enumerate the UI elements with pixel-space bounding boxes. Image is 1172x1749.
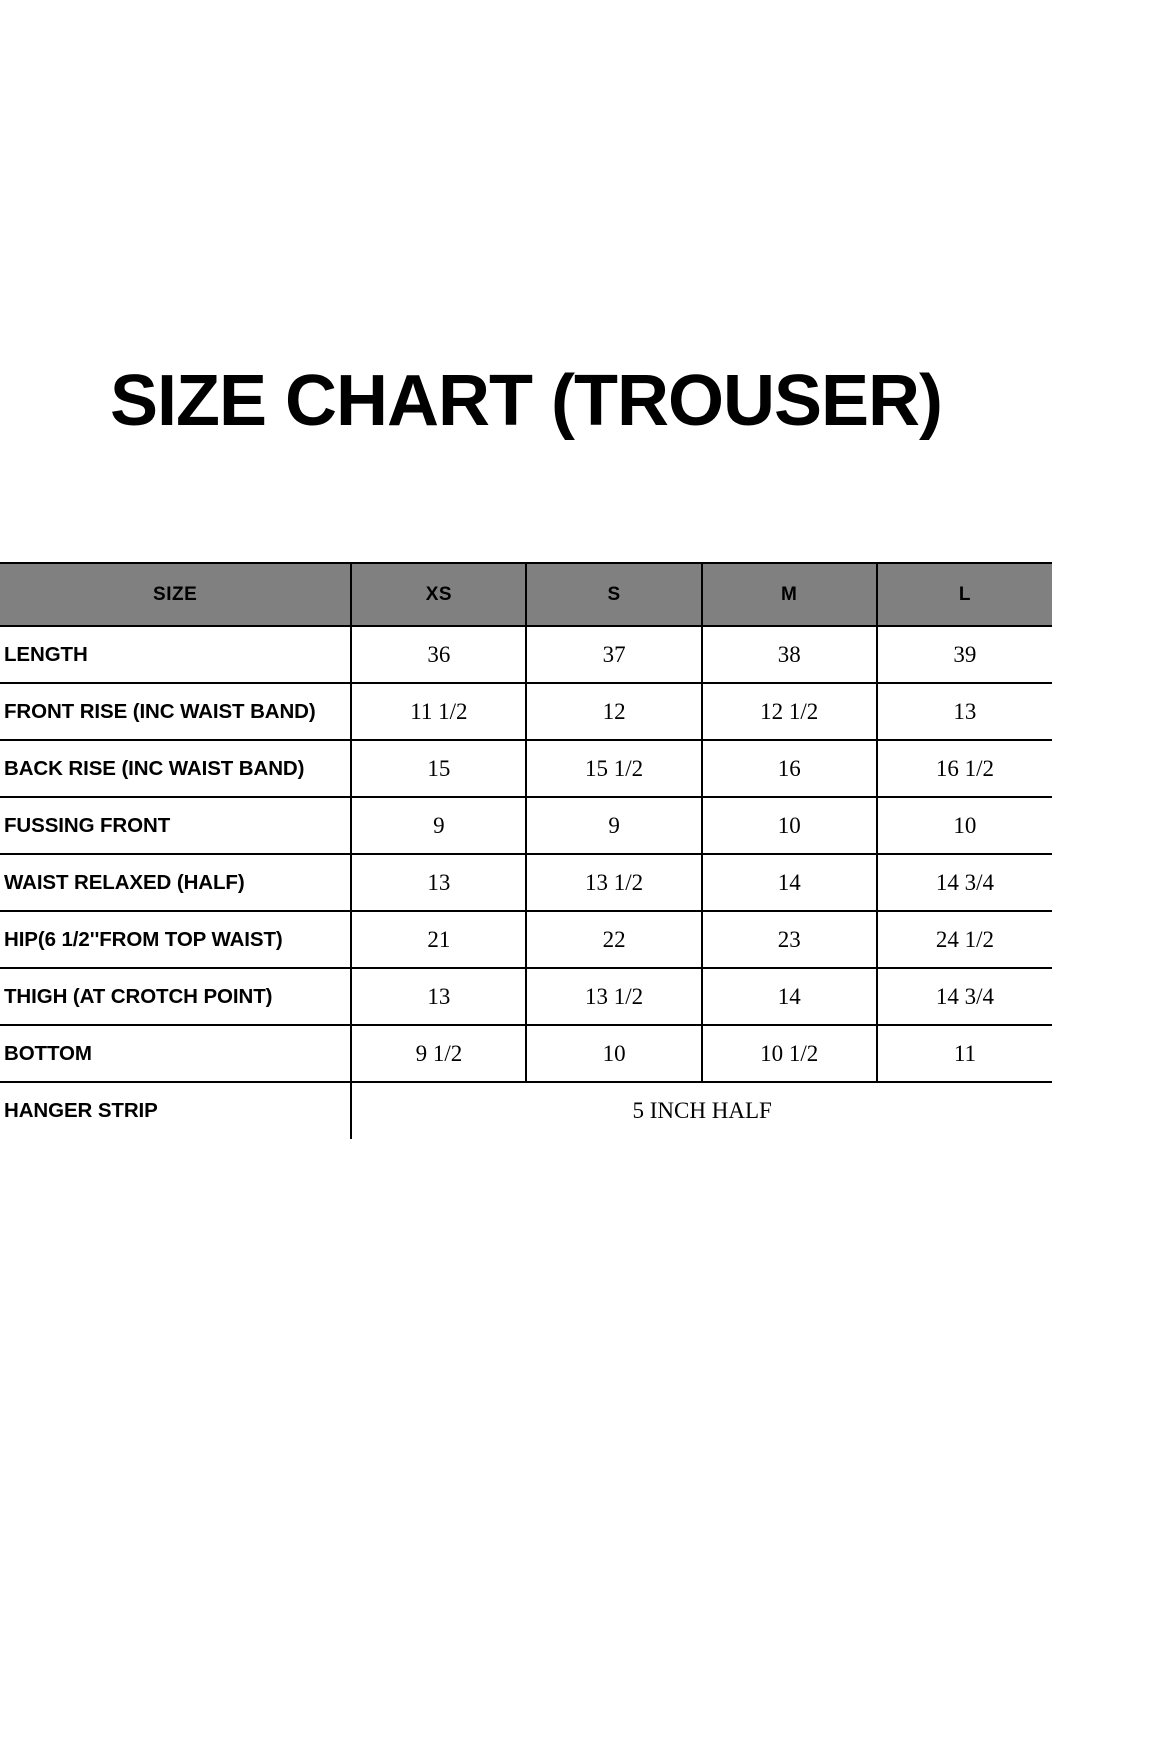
table-row: FUSSING FRONT 9 9 10 10 — [0, 796, 1052, 855]
cell-front-rise-l: 13 — [875, 682, 1052, 741]
cell-bottom-s: 10 — [525, 1024, 703, 1083]
table-row: BACK RISE (INC WAIST BAND) 15 15 1/2 16 … — [0, 739, 1052, 798]
cell-thigh-s: 13 1/2 — [525, 967, 703, 1026]
row-label-hanger-strip: HANGER STRIP — [0, 1081, 353, 1139]
cell-hip-l: 24 1/2 — [875, 910, 1052, 969]
row-label-hip: HIP(6 1/2''FROM TOP WAIST) — [0, 910, 353, 969]
cell-hip-xs: 21 — [350, 910, 528, 969]
cell-back-rise-s: 15 1/2 — [525, 739, 703, 798]
cell-waist-relaxed-m: 14 — [700, 853, 878, 912]
column-header-size: SIZE — [0, 562, 353, 627]
cell-length-s: 37 — [525, 625, 703, 684]
table-row: THIGH (AT CROTCH POINT) 13 13 1/2 14 14 … — [0, 967, 1052, 1026]
row-label-length: LENGTH — [0, 625, 353, 684]
table-row: WAIST RELAXED (HALF) 13 13 1/2 14 14 3/4 — [0, 853, 1052, 912]
cell-bottom-m: 10 1/2 — [700, 1024, 878, 1083]
cell-thigh-xs: 13 — [350, 967, 528, 1026]
size-chart-table: SIZE XS S M L LENGTH 36 37 38 39 FRONT R… — [0, 562, 1052, 1139]
cell-waist-relaxed-l: 14 3/4 — [875, 853, 1052, 912]
column-header-m: M — [700, 562, 878, 627]
cell-hip-s: 22 — [525, 910, 703, 969]
cell-fussing-front-m: 10 — [700, 796, 878, 855]
cell-length-m: 38 — [700, 625, 878, 684]
cell-length-l: 39 — [875, 625, 1052, 684]
header-row: SIZE XS S M L — [0, 562, 1052, 627]
cell-hanger-strip-value: 5 INCH HALF — [351, 1081, 1052, 1139]
table-row: HIP(6 1/2''FROM TOP WAIST) 21 22 23 24 1… — [0, 910, 1052, 969]
table-row: LENGTH 36 37 38 39 — [0, 625, 1052, 684]
cell-thigh-l: 14 3/4 — [875, 967, 1052, 1026]
row-label-front-rise: FRONT RISE (INC WAIST BAND) — [0, 682, 353, 741]
cell-back-rise-m: 16 — [700, 739, 878, 798]
size-chart-table-wrapper: SIZE XS S M L LENGTH 36 37 38 39 FRONT R… — [0, 562, 1052, 1139]
cell-back-rise-l: 16 1/2 — [875, 739, 1052, 798]
row-label-fussing-front: FUSSING FRONT — [0, 796, 353, 855]
table-row: BOTTOM 9 1/2 10 10 1/2 11 — [0, 1024, 1052, 1083]
table-body: LENGTH 36 37 38 39 FRONT RISE (INC WAIST… — [0, 625, 1052, 1139]
row-label-thigh: THIGH (AT CROTCH POINT) — [0, 967, 353, 1026]
table-row: FRONT RISE (INC WAIST BAND) 11 1/2 12 12… — [0, 682, 1052, 741]
page-title: SIZE CHART (TROUSER) — [110, 361, 943, 441]
cell-length-xs: 36 — [350, 625, 528, 684]
page-title-block: SIZE CHART (TROUSER) — [0, 358, 1052, 444]
cell-waist-relaxed-s: 13 1/2 — [525, 853, 703, 912]
cell-back-rise-xs: 15 — [350, 739, 528, 798]
cell-hip-m: 23 — [700, 910, 878, 969]
table-header: SIZE XS S M L — [0, 562, 1052, 627]
row-label-waist-relaxed: WAIST RELAXED (HALF) — [0, 853, 353, 912]
cell-fussing-front-l: 10 — [875, 796, 1052, 855]
cell-front-rise-m: 12 1/2 — [700, 682, 878, 741]
cell-fussing-front-s: 9 — [525, 796, 703, 855]
column-header-s: S — [525, 562, 703, 627]
row-label-back-rise: BACK RISE (INC WAIST BAND) — [0, 739, 353, 798]
cell-bottom-xs: 9 1/2 — [350, 1024, 528, 1083]
cell-front-rise-s: 12 — [525, 682, 703, 741]
cell-front-rise-xs: 11 1/2 — [350, 682, 528, 741]
cell-bottom-l: 11 — [875, 1024, 1052, 1083]
table-row: HANGER STRIP 5 INCH HALF — [0, 1081, 1052, 1139]
cell-waist-relaxed-xs: 13 — [350, 853, 528, 912]
cell-thigh-m: 14 — [700, 967, 878, 1026]
column-header-xs: XS — [350, 562, 528, 627]
column-header-l: L — [875, 562, 1052, 627]
row-label-bottom: BOTTOM — [0, 1024, 353, 1083]
cell-fussing-front-xs: 9 — [350, 796, 528, 855]
